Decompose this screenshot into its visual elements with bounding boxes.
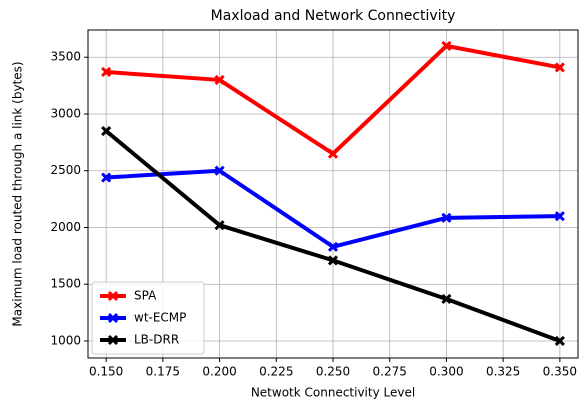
y-tick-label: 1000 — [50, 333, 81, 347]
marker — [107, 334, 119, 346]
x-tick-label: 0.150 — [89, 365, 123, 379]
legend-label: SPA — [134, 289, 157, 303]
marker — [214, 165, 225, 176]
x-tick-label: 0.225 — [259, 365, 293, 379]
legend-label: wt-ECMP — [134, 311, 186, 325]
y-tick-label: 1500 — [50, 277, 81, 291]
y-tick-label: 3500 — [50, 50, 81, 64]
marker — [327, 148, 339, 159]
marker — [101, 66, 112, 78]
marker — [214, 74, 225, 85]
x-axis-label: Netwotk Connectivity Level — [251, 386, 415, 400]
legend-label: LB-DRR — [134, 333, 179, 347]
marker — [554, 211, 565, 222]
marker — [101, 172, 112, 183]
y-tick-label: 2500 — [50, 163, 81, 177]
y-tick-label: 2000 — [50, 220, 81, 234]
x-tick-label: 0.325 — [486, 365, 520, 379]
x-tick-label: 0.350 — [543, 365, 577, 379]
x-tick-label: 0.300 — [429, 365, 463, 379]
marker — [101, 125, 112, 137]
plot-frame — [87, 29, 579, 359]
x-tick-label: 0.175 — [146, 365, 180, 379]
marker — [441, 40, 452, 51]
marker — [441, 293, 452, 305]
marker — [327, 241, 339, 252]
marker — [214, 220, 225, 231]
marker — [107, 290, 119, 302]
marker — [107, 312, 119, 324]
legend-box — [91, 281, 205, 355]
y-tick-label: 3000 — [50, 106, 81, 120]
marker — [441, 212, 452, 223]
marker — [554, 62, 565, 73]
marker — [327, 255, 339, 266]
x-tick-label: 0.275 — [373, 365, 407, 379]
chart-title: Maxload and Network Connectivity — [211, 8, 456, 24]
x-tick-label: 0.200 — [202, 365, 236, 379]
marker — [554, 335, 565, 347]
x-tick-label: 0.250 — [316, 365, 350, 379]
y-axis-label: Maximum load routed through a link (byte… — [11, 61, 25, 326]
